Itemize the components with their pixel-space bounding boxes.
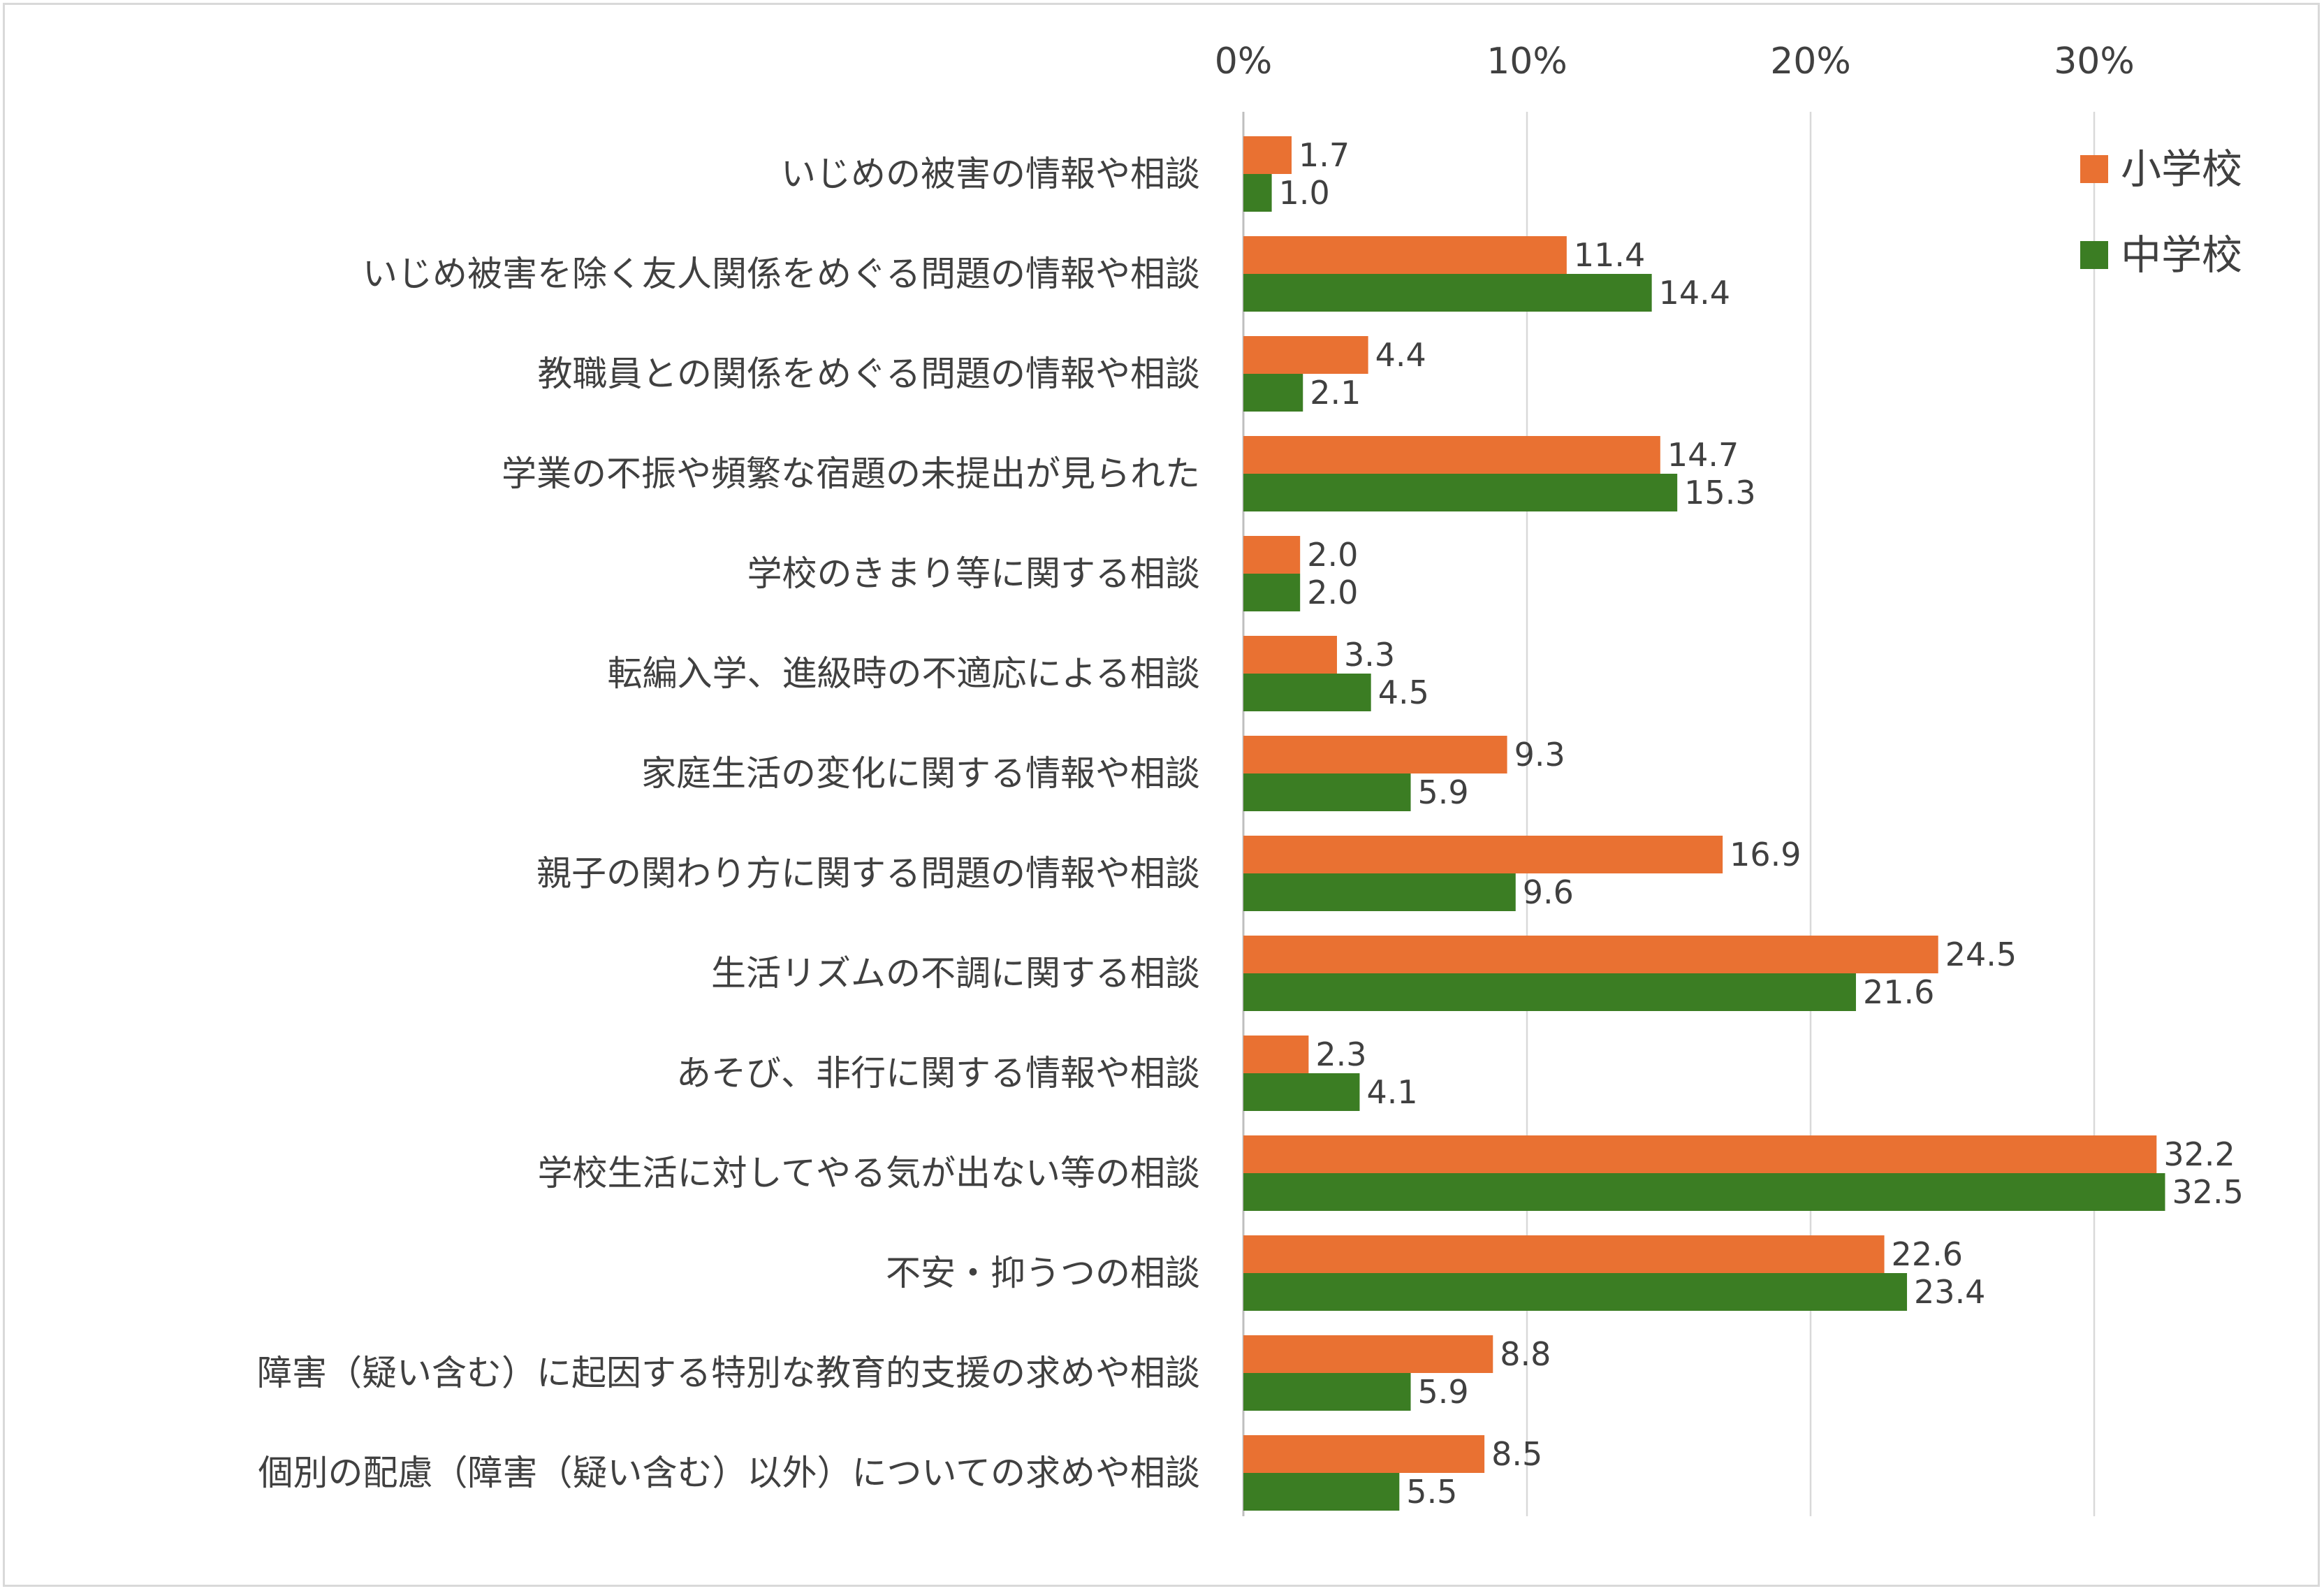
junior-high-bar [1243,274,1652,312]
elementary-data-label: 4.4 [1375,336,1426,374]
category-label: 転編入学、進級時の不適応による相談 [608,653,1201,694]
elementary-bar [1243,936,1938,973]
elementary-bar [1243,1036,1309,1073]
junior-high-data-label: 4.5 [1378,674,1429,711]
junior-high-bar [1243,973,1856,1011]
x-tick-label: 10% [1486,41,1567,82]
elementary-data-label: 24.5 [1945,936,2017,973]
junior-high-bar [1243,1173,2165,1211]
category-label: いじめ被害を除く友人関係をめぐる問題の情報や相談 [363,254,1200,294]
junior-high-data-label: 23.4 [1914,1273,1985,1311]
category-label: 親子の関わり方に関する問題の情報や相談 [536,853,1200,894]
x-tick-label: 30% [2054,41,2135,82]
junior-high-data-label: 2.1 [1310,374,1361,412]
legend-swatch-elementary [2080,155,2108,183]
legend-swatch-junior-high [2080,241,2108,269]
category-label: 障害（疑い含む）に起因する特別な教育的支援の求めや相談 [257,1353,1200,1393]
elementary-bar [1243,336,1368,374]
junior-high-data-label: 2.0 [1307,574,1358,611]
junior-high-data-label: 32.5 [2172,1173,2244,1211]
category-label: 生活リズムの不調に関する相談 [711,953,1200,994]
junior-high-data-label: 5.9 [1418,1373,1469,1411]
junior-high-data-label: 15.3 [1684,474,1755,511]
elementary-bar [1243,536,1301,574]
category-label: 学校のきまり等に関する相談 [747,553,1201,594]
category-label: 個別の配慮（障害（疑い含む）以外）についての求めや相談 [258,1453,1201,1493]
junior-high-bar [1243,1473,1400,1511]
chart-frame [3,3,2320,1587]
elementary-bar [1243,1235,1885,1273]
junior-high-data-label: 1.0 [1279,174,1330,212]
elementary-data-label: 16.9 [1730,836,1801,873]
category-label: 学校生活に対してやる気が出ない等の相談 [538,1153,1201,1193]
elementary-data-label: 2.0 [1307,536,1358,574]
elementary-data-label: 32.2 [2163,1135,2235,1173]
elementary-bar [1243,1335,1493,1373]
category-label: いじめの被害の情報や相談 [781,154,1200,194]
elementary-bar [1243,736,1507,773]
junior-high-bar [1243,174,1272,212]
category-label: 学業の不振や頻繁な宿題の未提出が見られた [502,453,1200,494]
elementary-bar [1243,236,1567,274]
junior-high-bar [1243,1073,1360,1111]
junior-high-data-label: 21.6 [1863,973,1934,1011]
junior-high-bar [1243,374,1303,412]
elementary-bar [1243,1435,1485,1473]
elementary-bar [1243,436,1660,474]
elementary-data-label: 11.4 [1574,236,1645,274]
x-tick-label: 20% [1770,41,1851,82]
elementary-data-label: 14.7 [1667,436,1739,474]
junior-high-bar [1243,873,1516,911]
elementary-bar [1243,636,1337,674]
elementary-bar [1243,836,1723,873]
elementary-bar [1243,1135,2157,1173]
junior-high-bar [1243,773,1411,811]
legend-label-elementary: 小学校 [2121,145,2242,193]
junior-high-bar [1243,1373,1411,1411]
category-label: あそび、非行に関する情報や相談 [676,1053,1200,1094]
elementary-data-label: 22.6 [1892,1235,1963,1273]
elementary-data-label: 3.3 [1344,636,1395,674]
category-label: 不安・抑うつの相談 [886,1253,1200,1293]
elementary-data-label: 8.5 [1491,1435,1542,1473]
elementary-data-label: 8.8 [1500,1335,1551,1373]
elementary-bar [1243,136,1292,174]
legend-label-junior-high: 中学校 [2121,231,2242,279]
junior-high-bar [1243,1273,1908,1311]
junior-high-bar [1243,474,1678,511]
elementary-data-label: 9.3 [1514,736,1565,773]
junior-high-data-label: 14.4 [1659,274,1730,312]
junior-high-bar [1243,574,1301,611]
category-label: 教職員との関係をめぐる問題の情報や相談 [538,354,1201,394]
junior-high-data-label: 4.1 [1366,1073,1417,1111]
elementary-data-label: 2.3 [1315,1036,1366,1073]
x-tick-label: 0% [1215,41,1273,82]
elementary-data-label: 1.7 [1299,136,1350,174]
junior-high-bar [1243,674,1371,711]
category-label: 家庭生活の変化に関する情報や相談 [641,753,1200,794]
junior-high-data-label: 9.6 [1523,873,1574,911]
junior-high-data-label: 5.5 [1406,1473,1457,1511]
junior-high-data-label: 5.9 [1418,773,1469,811]
